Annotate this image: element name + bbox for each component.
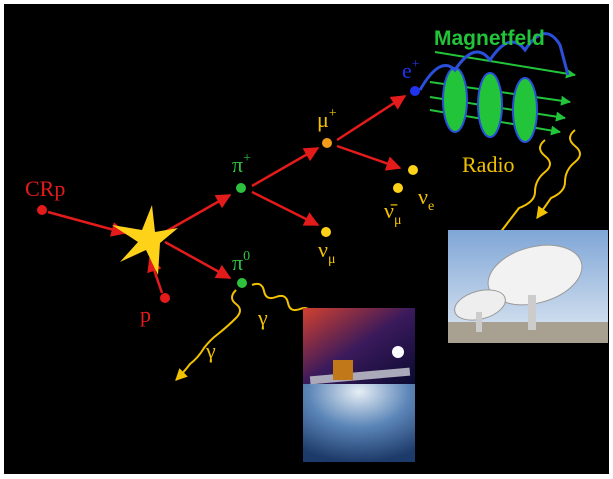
label-mu-plus: μ+ bbox=[317, 106, 337, 132]
collision-star bbox=[112, 205, 178, 275]
label-nu-mu: νμ bbox=[318, 237, 335, 267]
label-radio: Radio bbox=[462, 152, 515, 177]
magnetic-field bbox=[418, 32, 576, 143]
arrows bbox=[47, 94, 407, 294]
label-p: p bbox=[140, 302, 151, 327]
label-gamma-left: γ bbox=[205, 338, 216, 363]
label-pi-zero: π0 bbox=[232, 249, 250, 275]
labels: CRp p π+ π0 μ+ νμ ν̄μ νe e+ γ γ Magnetfe… bbox=[25, 27, 545, 363]
label-crp: CRp bbox=[25, 176, 65, 201]
particles bbox=[37, 86, 420, 303]
label-gamma-right: γ bbox=[257, 305, 268, 330]
label-e-plus: e+ bbox=[402, 57, 420, 83]
telescope-image bbox=[448, 230, 608, 343]
label-nu-e: νe bbox=[418, 184, 434, 214]
label-pi-plus: π+ bbox=[232, 151, 251, 177]
space-image bbox=[303, 308, 415, 462]
label-magnetfeld: Magnetfeld bbox=[434, 27, 545, 50]
